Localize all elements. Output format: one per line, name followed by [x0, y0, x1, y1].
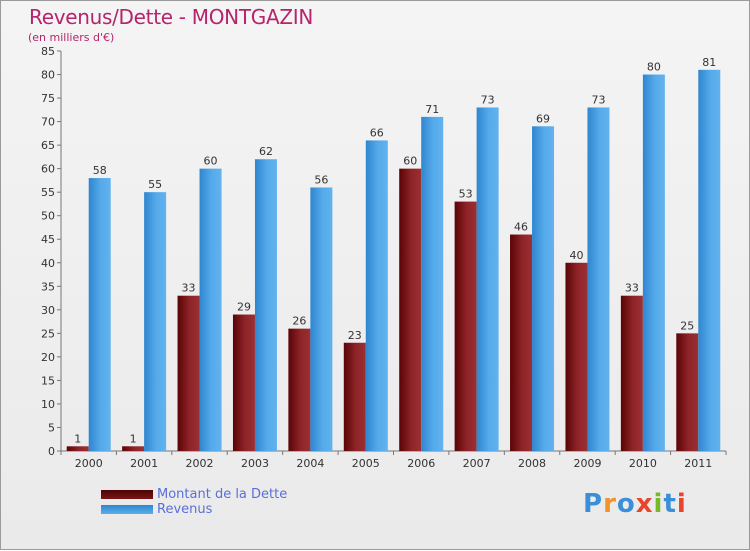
bar-dette	[177, 295, 200, 451]
data-label-revenus: 66	[370, 126, 384, 139]
x-tick-label: 2007	[463, 457, 491, 470]
data-label-revenus: 73	[591, 93, 605, 106]
bar-revenus	[642, 74, 665, 451]
x-tick-label: 2001	[130, 457, 158, 470]
bar-revenus	[476, 107, 499, 452]
legend-swatch-dette	[101, 490, 153, 499]
y-tick-label: 20	[41, 351, 55, 364]
y-tick-label: 25	[41, 327, 55, 340]
x-tick-label: 2009	[573, 457, 601, 470]
chart-subtitle: (en milliers d'€)	[28, 31, 115, 44]
legend-label-revenus: Revenus	[157, 502, 213, 517]
data-label-dette: 53	[459, 188, 473, 201]
chart-title: Revenus/Dette - MONTGAZIN	[29, 5, 313, 29]
bar-revenus	[587, 107, 610, 452]
x-tick-label: 2008	[518, 457, 546, 470]
y-tick-label: 5	[48, 421, 55, 434]
bar-dette	[620, 295, 643, 451]
data-label-revenus: 80	[647, 61, 661, 74]
data-label-dette: 40	[569, 249, 583, 262]
y-tick-label: 10	[41, 398, 55, 411]
bar-dette	[343, 342, 366, 451]
logo-letter: r	[603, 489, 617, 519]
y-tick-label: 15	[41, 374, 55, 387]
data-label-dette: 1	[130, 432, 137, 445]
data-label-revenus: 71	[425, 103, 439, 116]
legend: Montant de la Dette Revenus	[101, 487, 401, 517]
data-label-dette: 33	[182, 282, 196, 295]
x-tick-label: 2006	[407, 457, 435, 470]
bar-revenus	[421, 116, 444, 451]
data-label-dette: 29	[237, 301, 251, 314]
data-label-revenus: 81	[702, 56, 716, 69]
data-label-dette: 26	[292, 315, 306, 328]
bar-dette	[122, 446, 145, 451]
data-label-dette: 1	[74, 432, 81, 445]
bar-revenus	[532, 126, 555, 451]
proxiti-logo: Proxiti	[583, 489, 687, 519]
data-label-revenus: 69	[536, 112, 550, 125]
y-tick-label: 75	[41, 92, 55, 105]
data-label-revenus: 55	[148, 178, 162, 191]
x-tick-label: 2011	[684, 457, 712, 470]
bar-revenus	[254, 159, 277, 451]
bar-revenus	[365, 140, 388, 452]
x-tick-label: 2005	[352, 457, 380, 470]
bar-revenus	[310, 187, 333, 451]
legend-item-revenus: Revenus	[101, 502, 401, 517]
x-tick-label: 2000	[75, 457, 103, 470]
y-tick-label: 60	[41, 163, 55, 176]
bar-dette	[454, 201, 477, 451]
data-label-dette: 33	[625, 282, 639, 295]
data-label-dette: 46	[514, 221, 528, 234]
y-tick-label: 50	[41, 210, 55, 223]
data-label-revenus: 56	[314, 173, 328, 186]
y-tick-label: 35	[41, 280, 55, 293]
data-label-revenus: 73	[481, 93, 495, 106]
logo-letter: i	[676, 489, 687, 519]
bar-dette	[288, 328, 311, 451]
bar-revenus	[199, 168, 222, 451]
data-label-dette: 60	[403, 155, 417, 168]
y-tick-label: 70	[41, 116, 55, 129]
y-tick-label: 65	[41, 139, 55, 152]
y-tick-label: 85	[41, 45, 55, 58]
data-label-revenus: 60	[204, 155, 218, 168]
data-label-dette: 23	[348, 329, 362, 342]
y-tick-label: 80	[41, 69, 55, 82]
bar-dette	[676, 333, 699, 451]
y-tick-label: 45	[41, 233, 55, 246]
bar-dette	[565, 262, 588, 451]
x-tick-label: 2002	[186, 457, 214, 470]
logo-letter: o	[616, 489, 636, 519]
x-tick-label: 2010	[629, 457, 657, 470]
logo-letter: x	[635, 489, 654, 519]
bar-dette	[232, 314, 255, 451]
y-tick-label: 0	[48, 445, 55, 458]
data-label-revenus: 58	[93, 164, 107, 177]
x-tick-label: 2003	[241, 457, 269, 470]
y-tick-label: 40	[41, 257, 55, 270]
logo-letter: t	[663, 489, 677, 519]
legend-item-dette: Montant de la Dette	[101, 487, 401, 502]
bar-revenus	[88, 178, 111, 451]
bar-revenus	[144, 192, 167, 452]
legend-swatch-revenus	[101, 505, 153, 514]
y-tick-label: 55	[41, 186, 55, 199]
logo-letter: P	[583, 489, 604, 519]
bar-revenus	[698, 69, 721, 451]
bar-dette	[66, 446, 89, 451]
logo-letter: i	[653, 489, 664, 519]
x-tick-label: 2004	[296, 457, 324, 470]
bar-dette	[399, 168, 422, 451]
data-label-dette: 25	[680, 319, 694, 332]
data-label-revenus: 62	[259, 145, 273, 158]
y-tick-label: 30	[41, 304, 55, 317]
bar-dette	[510, 234, 533, 451]
legend-label-dette: Montant de la Dette	[157, 487, 288, 502]
